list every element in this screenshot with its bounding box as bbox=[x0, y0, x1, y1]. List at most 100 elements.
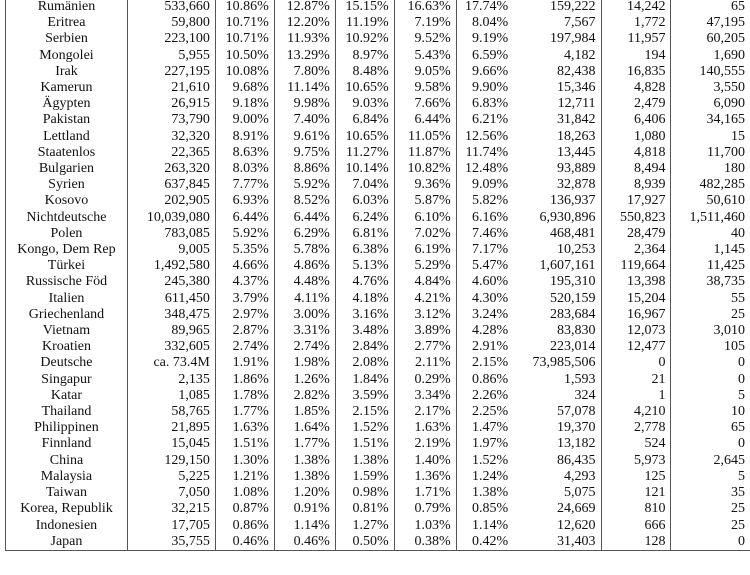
cell-pct-1: 7.77% bbox=[214, 177, 275, 194]
cell-count-3: 65 bbox=[670, 420, 750, 437]
table-row: Singapur 2,135 1.86% 1.26% 1.84% 0.29% 0.86% 1,… bbox=[5, 371, 750, 388]
cell-pct-3: 3.48% bbox=[334, 323, 395, 340]
cell-country: Türkei bbox=[5, 258, 128, 275]
cell-country: Mongolei bbox=[5, 47, 128, 64]
cell-count-1: 4,293 bbox=[564, 468, 596, 484]
table-row: Italien 611,450 3.79% 4.11% 4.18% 4.21% 4.30% 5… bbox=[5, 290, 750, 307]
cell-pct-4: 1.36% bbox=[393, 468, 457, 486]
cell-total: 9,005 bbox=[126, 242, 216, 259]
table-row: Philippinen 21,895 1.63% 1.64% 1.52% 1.63% 1.4… bbox=[5, 420, 750, 437]
cell-country: Korea, Republik bbox=[5, 501, 128, 518]
cell-pct-5: 5.47% bbox=[455, 258, 514, 275]
cell-pct-4: 6.19% bbox=[393, 242, 457, 259]
cell-pct-2: 5.78% bbox=[273, 242, 336, 259]
cell-pct-4: 3.12% bbox=[393, 306, 457, 324]
cell-pct-3: 3.59% bbox=[334, 387, 395, 405]
cell-country: Deutsche bbox=[5, 355, 128, 372]
cell-country: Russische Föd bbox=[5, 274, 128, 291]
cell-pct-3: 1.51% bbox=[334, 436, 395, 453]
cell-pct-4: 9.36% bbox=[393, 177, 457, 194]
cell-count-2: 5,973 bbox=[600, 452, 671, 469]
cell-count-3: 47,195 bbox=[670, 15, 750, 32]
cell-count-1: 83,830 bbox=[557, 323, 596, 339]
cell-count-3: 11,700 bbox=[670, 144, 750, 162]
table-row: Russische Föd 245,380 4.37% 4.48% 4.76% 4.84%… bbox=[5, 274, 750, 291]
cell-country: Rumänien bbox=[5, 0, 128, 16]
cell-count-1: 19,370 bbox=[557, 420, 596, 436]
cell-count-3: 1,511,460 bbox=[670, 209, 750, 226]
cell-count-1: 57,078 bbox=[557, 404, 596, 420]
cell-pct-5: 1.38% bbox=[455, 485, 514, 502]
cell-pct-5: 9.19% bbox=[455, 31, 514, 48]
cell-count-2: 121 bbox=[600, 485, 671, 502]
table-row: Serbien 223,100 10.71% 11.93% 10.92% 9.52% 9.1… bbox=[5, 31, 750, 48]
cell-count-1: 7,567 bbox=[564, 15, 596, 31]
cell-pct-1: 9.68% bbox=[214, 80, 275, 97]
cell-country: Lettland bbox=[5, 128, 128, 145]
cell-count-1: 324 bbox=[574, 387, 596, 403]
cell-pct-1: 10.50% bbox=[214, 47, 275, 64]
table-row: Rumänien 533,660 10.86% 12.87% 15.15% 16.63% 1… bbox=[5, 0, 750, 16]
cell-count-2: 4,828 bbox=[600, 80, 671, 97]
cell-pct-5: 4.28% bbox=[455, 323, 514, 340]
cell-count-3: 105 bbox=[670, 339, 750, 356]
cell-count-2: 28,479 bbox=[600, 225, 671, 243]
cell-pct-3: 10.65% bbox=[334, 80, 395, 97]
cell-count-2: 550,823 bbox=[600, 209, 671, 226]
cell-count-2: 1,772 bbox=[600, 15, 671, 32]
cell-pct-5: 6.59% bbox=[455, 47, 514, 64]
cell-pct-1: 6.93% bbox=[214, 193, 275, 210]
cell-pct-1: 8.91% bbox=[214, 128, 275, 145]
cell-count-3: 180 bbox=[670, 161, 750, 178]
cell-pct-3: 6.84% bbox=[334, 112, 395, 129]
cell-pct-1: 0.46% bbox=[214, 533, 275, 551]
cell-country: Finnland bbox=[5, 436, 128, 453]
cell-pct-2: 11.93% bbox=[273, 31, 336, 48]
cell-pct-3: 8.97% bbox=[334, 47, 395, 64]
cell-pct-1: 6.44% bbox=[214, 209, 275, 226]
cell-count-3: 5 bbox=[670, 468, 750, 486]
cell-pct-2: 6.44% bbox=[273, 209, 336, 226]
cell-pct-1: 0.86% bbox=[214, 517, 275, 534]
cell-pct-3: 11.19% bbox=[334, 15, 395, 32]
cell-pct-4: 3.89% bbox=[393, 323, 457, 340]
cell-pct-2: 1.38% bbox=[273, 468, 336, 486]
cell-count-3: 482,285 bbox=[670, 177, 750, 194]
cell-total: 533,660 bbox=[126, 0, 216, 16]
table-row: Thailand 58,765 1.77% 1.85% 2.15% 2.17% 2.25% 5… bbox=[5, 404, 750, 421]
cell-pct-3: 6.81% bbox=[334, 225, 395, 243]
cell-total: 227,195 bbox=[126, 63, 216, 81]
cell-pct-5: 11.74% bbox=[455, 144, 514, 162]
cell-country: Kamerun bbox=[5, 80, 128, 97]
cell-pct-5: 3.24% bbox=[455, 306, 514, 324]
cell-pct-3: 0.50% bbox=[334, 533, 395, 551]
cell-pct-5: 9.09% bbox=[455, 177, 514, 194]
cell-country: Griechenland bbox=[5, 306, 128, 324]
table-row: China 129,150 1.30% 1.38% 1.38% 1.40% 1.52% 86,… bbox=[5, 452, 750, 469]
cell-count-2: 119,664 bbox=[600, 258, 671, 275]
table-row: Türkei 1,492,580 4.66% 4.86% 5.13% 5.29% 5.47%… bbox=[5, 258, 750, 275]
cell-pct-3: 2.15% bbox=[334, 404, 395, 421]
cell-pct-4: 4.84% bbox=[393, 274, 457, 291]
cell-count-3: 1,690 bbox=[670, 47, 750, 64]
cell-count-2: 16,835 bbox=[600, 63, 671, 81]
cell-total: 783,085 bbox=[126, 225, 216, 243]
cell-pct-5: 8.04% bbox=[455, 15, 514, 32]
cell-country: Staatenlos bbox=[5, 144, 128, 162]
cell-pct-3: 7.04% bbox=[334, 177, 395, 194]
cell-count-3: 0 bbox=[670, 436, 750, 453]
cell-count-1: 6,930,896 bbox=[539, 209, 596, 225]
cell-country: Indonesien bbox=[5, 517, 128, 534]
table-row: Griechenland 348,475 2.97% 3.00% 3.16% 3.12% 3… bbox=[5, 306, 750, 324]
cell-country: Polen bbox=[5, 225, 128, 243]
cell-pct-4: 0.29% bbox=[393, 371, 457, 388]
cell-count-1: 32,878 bbox=[557, 177, 596, 193]
cell-pct-5: 9.90% bbox=[455, 80, 514, 97]
cell-total: 10,039,080 bbox=[126, 209, 216, 226]
cell-count-2: 13,398 bbox=[600, 274, 671, 291]
cell-pct-3: 11.27% bbox=[334, 144, 395, 162]
cell-count-3: 40 bbox=[670, 225, 750, 243]
cell-country: Kosovo bbox=[5, 193, 128, 210]
cell-pct-3: 6.03% bbox=[334, 193, 395, 210]
cell-count-3: 25 bbox=[670, 501, 750, 518]
